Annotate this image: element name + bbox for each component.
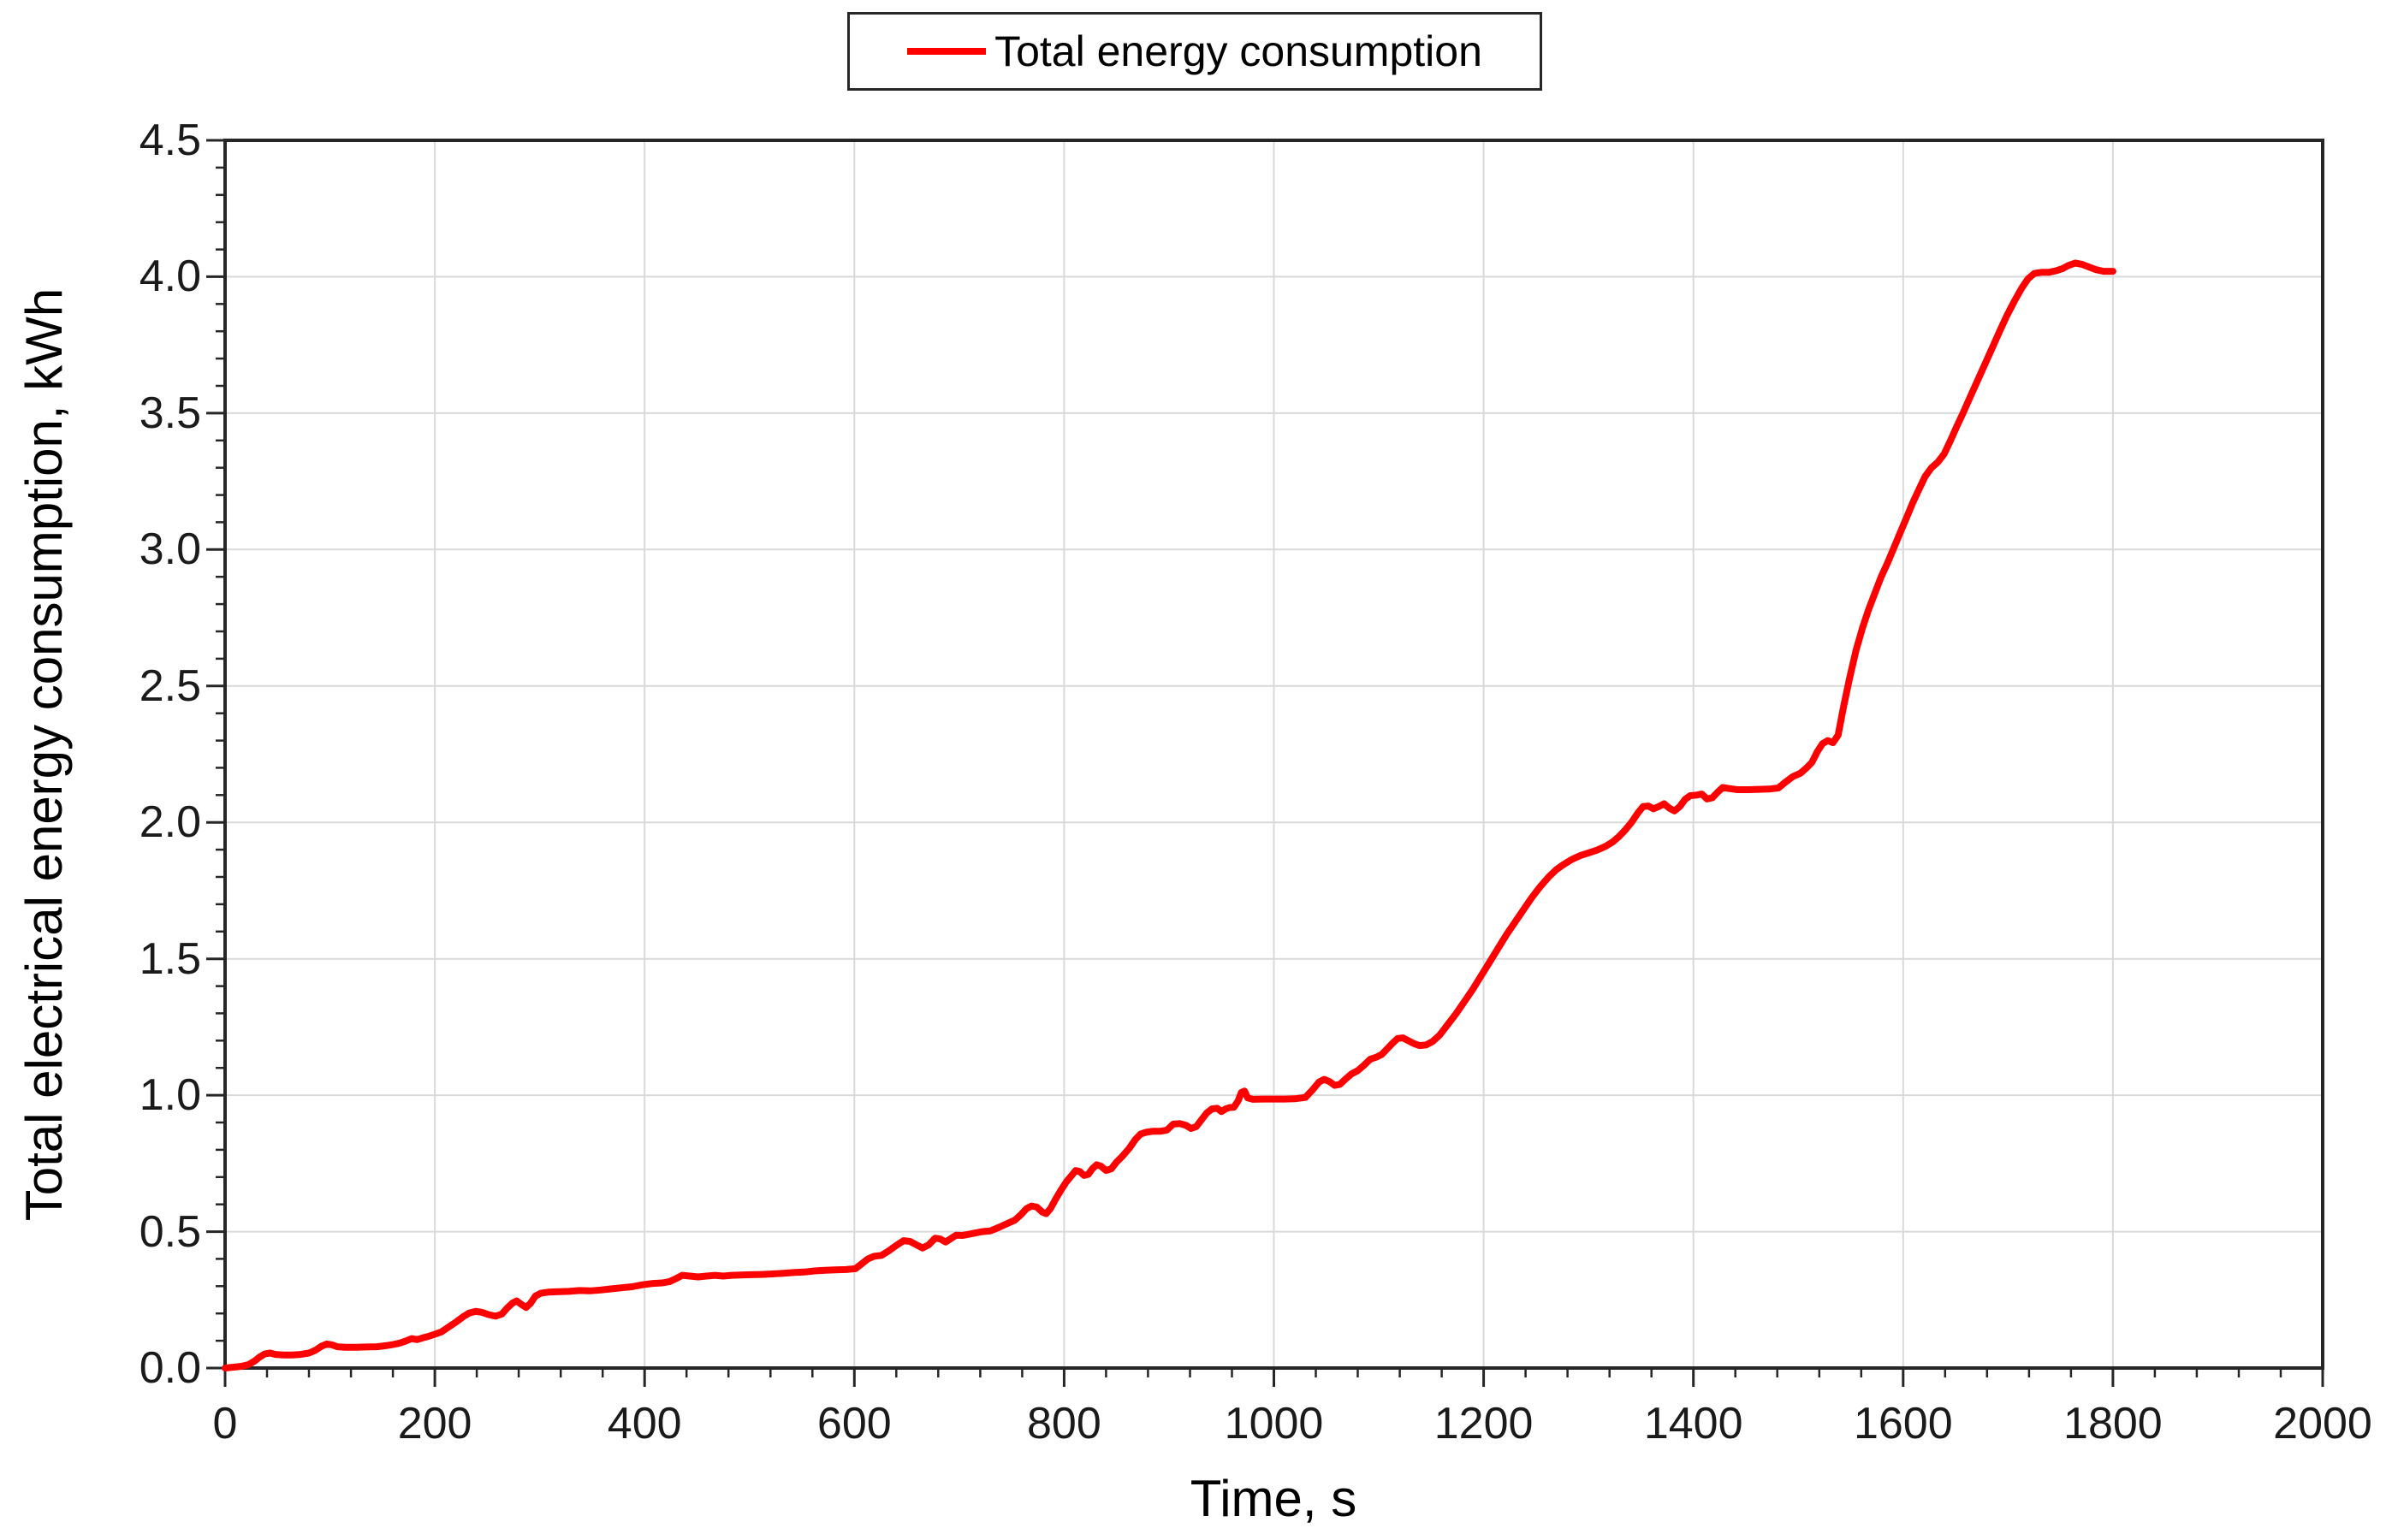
y-tick-label: 2.5: [139, 660, 201, 711]
y-tick-label: 4.0: [139, 252, 201, 302]
x-tick-label: 1400: [1643, 1399, 1743, 1448]
y-tick-label: 4.5: [139, 116, 201, 165]
x-tick-label: 400: [607, 1399, 682, 1448]
legend: Total energy consumption: [847, 12, 1542, 91]
y-tick-label: 0.0: [139, 1343, 201, 1393]
y-tick-label: 3.5: [139, 388, 201, 438]
y-tick-label: 2.0: [139, 797, 201, 848]
series-total-energy-consumption: [222, 259, 2116, 1371]
y-axis-title: Total electrical energy consumption, kWh: [15, 287, 73, 1222]
legend-label: Total energy consumption: [994, 27, 1482, 75]
y-tick-label: 1.0: [139, 1070, 201, 1121]
legend-line-swatch: [907, 48, 987, 55]
x-tick-label: 600: [816, 1399, 892, 1448]
x-tick-label: 1800: [2063, 1399, 2163, 1448]
x-tick-label: 800: [1027, 1399, 1101, 1448]
x-tick-label: 1600: [1853, 1399, 1953, 1448]
y-tick-label: 3.0: [139, 524, 201, 575]
y-tick-label: 0.5: [139, 1206, 201, 1257]
y-tick-label: 1.5: [139, 933, 201, 984]
x-tick-label: 1000: [1224, 1399, 1324, 1448]
x-tick-label: 1200: [1433, 1399, 1534, 1448]
x-tick-label: 200: [397, 1399, 472, 1448]
x-axis-title: Time, s: [1190, 1470, 1357, 1527]
x-tick-label: 2000: [2273, 1399, 2372, 1448]
x-tick-label: 0: [212, 1399, 238, 1448]
